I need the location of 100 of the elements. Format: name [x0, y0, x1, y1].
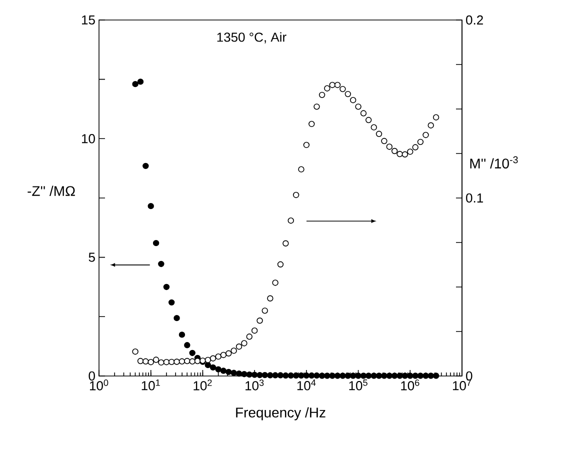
point — [318, 92, 326, 98]
point — [241, 370, 248, 378]
point — [174, 314, 180, 322]
point — [386, 144, 392, 150]
point — [318, 372, 326, 379]
point — [340, 86, 346, 92]
point — [163, 359, 170, 366]
y-axis-title: -Z'' /MΩ — [28, 186, 75, 196]
annotation: 1350 °C, Air — [217, 32, 286, 44]
point — [184, 342, 190, 348]
x-axis-title: Frequency /Hz — [236, 407, 326, 420]
point — [360, 110, 367, 116]
point — [288, 217, 294, 224]
point — [210, 355, 216, 362]
point — [292, 192, 300, 198]
point — [292, 372, 300, 379]
point — [267, 295, 274, 302]
point — [246, 371, 252, 378]
point — [355, 372, 362, 379]
point — [376, 130, 382, 138]
point — [204, 356, 212, 364]
point — [168, 358, 175, 366]
point — [308, 120, 315, 128]
point — [386, 372, 392, 379]
point — [267, 372, 274, 378]
point — [407, 372, 414, 379]
point — [308, 372, 315, 379]
y-tick-label: 10 — [82, 134, 95, 144]
point — [303, 142, 310, 148]
point — [391, 148, 398, 154]
point — [298, 372, 304, 379]
point — [184, 358, 190, 364]
point — [230, 348, 237, 354]
y-tick-label: 0 — [88, 371, 95, 381]
point — [163, 284, 170, 290]
point — [236, 344, 242, 350]
point — [282, 372, 289, 379]
y2-tick-label: 0.2 — [466, 15, 483, 25]
point — [226, 350, 232, 356]
point — [407, 148, 414, 155]
point — [137, 358, 144, 364]
point — [142, 162, 149, 170]
point — [158, 359, 164, 366]
point — [340, 372, 346, 379]
point — [303, 372, 310, 379]
point — [174, 358, 180, 365]
point — [194, 358, 201, 364]
point — [236, 370, 242, 377]
x-tick-label: 10$^{3}$ — [246, 380, 264, 390]
point — [210, 364, 216, 371]
point — [350, 96, 356, 104]
point — [314, 372, 320, 379]
point — [256, 372, 263, 378]
point — [220, 352, 227, 358]
point — [314, 104, 320, 110]
point — [412, 372, 418, 379]
point — [246, 334, 252, 340]
x-tick-label: 10$^{1}$ — [142, 380, 160, 390]
point — [329, 82, 336, 88]
point — [262, 308, 268, 314]
point — [137, 78, 144, 85]
point — [422, 372, 429, 379]
point — [152, 240, 160, 246]
point — [142, 358, 149, 364]
point — [402, 151, 408, 158]
point — [168, 299, 175, 306]
point — [365, 372, 372, 379]
point — [282, 240, 289, 246]
x-tick-label: 10$^{5}$ — [349, 380, 368, 390]
point — [422, 132, 429, 138]
point — [381, 372, 388, 379]
x-tick-label: 10$^{0}$ — [90, 380, 108, 390]
x-tick-label: 10$^{4}$ — [297, 380, 316, 390]
point — [298, 166, 304, 172]
point — [220, 368, 227, 374]
point — [412, 144, 418, 150]
point — [272, 372, 278, 378]
point — [215, 366, 222, 372]
point — [288, 372, 294, 379]
point — [428, 372, 434, 379]
point — [178, 358, 186, 364]
point — [152, 356, 160, 363]
point — [189, 350, 196, 356]
point — [272, 280, 278, 286]
point — [360, 372, 367, 379]
point — [251, 327, 258, 334]
point — [370, 124, 377, 130]
point — [251, 372, 258, 378]
point — [428, 122, 434, 128]
point — [132, 80, 138, 88]
point — [396, 150, 403, 158]
point — [334, 372, 341, 379]
point — [230, 370, 237, 376]
point — [262, 372, 268, 378]
point — [365, 116, 372, 124]
y2-tick-label: 0.1 — [466, 193, 483, 203]
point — [402, 372, 408, 379]
point — [277, 261, 284, 268]
point — [370, 372, 377, 379]
point — [256, 318, 263, 324]
